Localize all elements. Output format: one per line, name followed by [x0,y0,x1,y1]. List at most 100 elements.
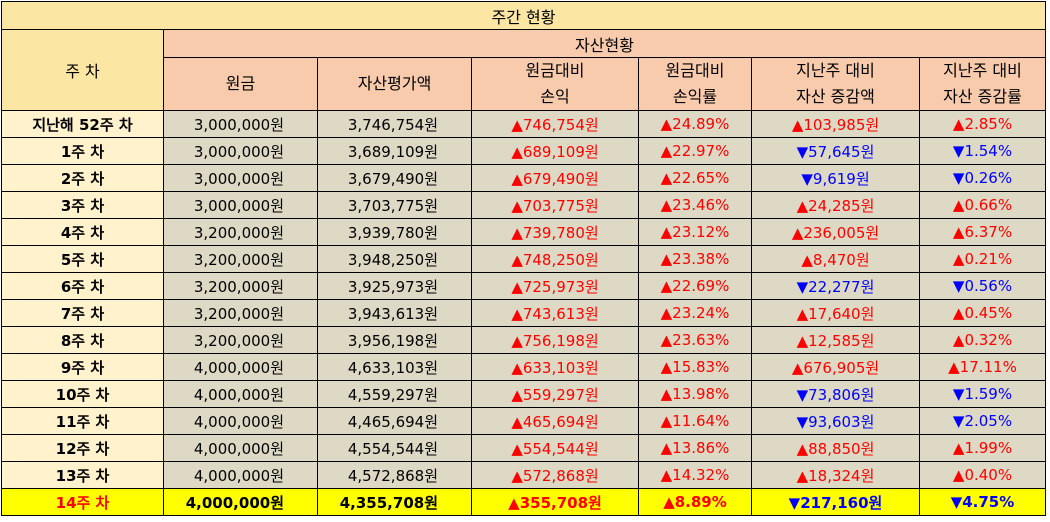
table-row: 2주 차 3,000,000원 3,679,490원 ▲679,490원 ▲22.65%… [1,164,1046,192]
pl-rate-cell: ▲13.86% [638,434,752,462]
header-line: 손익 [540,87,570,106]
asset-value-cell: 3,948,250원 [317,245,472,273]
header-line: 원금대비 [525,61,585,80]
principal-cell: 3,000,000원 [163,164,318,192]
week-cell: 10주 차 [1,380,164,408]
asset-value-cell: 3,956,198원 [317,326,472,354]
weekly-change-cell: ▲103,985원 [751,110,920,138]
pl-cell: ▲748,250원 [471,245,639,273]
pl-rate-cell: ▲13.98% [638,380,752,408]
header-line: 자산평가액 [357,74,432,93]
table-row: 지난해 52주 차 3,000,000원 3,746,754원 ▲746,754원 ▲2… [1,110,1046,138]
pl-rate-cell: ▲22.65% [638,164,752,192]
week-cell: 5주 차 [1,245,164,273]
table-row: 6주 차 3,200,000원 3,925,973원 ▲725,973원 ▲22.69%… [1,272,1046,300]
table-row: 13주 차 4,000,000원 4,572,868원 ▲572,868원 ▲14.32… [1,461,1046,489]
week-cell: 1주 차 [1,137,164,165]
weekly-change-rate-cell: ▲0.32% [919,326,1046,354]
pl-rate-cell: ▲11.64% [638,407,752,435]
pl-rate-cell: ▲15.83% [638,353,752,381]
pl-cell: ▲633,103원 [471,353,639,381]
table-row: 11주 차 4,000,000원 4,465,694원 ▲465,694원 ▲11.64… [1,407,1046,435]
week-cell: 2주 차 [1,164,164,192]
asset-value-cell: 4,355,708원 [317,488,472,516]
header-pl-rate: 원금대비 손익률 [638,57,752,111]
weekly-change-rate-cell: ▲1.99% [919,434,1046,462]
principal-cell: 3,200,000원 [163,218,318,246]
weekly-change-cell: ▼93,603원 [751,407,920,435]
week-cell: 3주 차 [1,191,164,219]
table-title: 주간 현황 [1,1,1046,30]
week-cell: 7주 차 [1,299,164,327]
asset-value-cell: 3,943,613원 [317,299,472,327]
week-cell: 6주 차 [1,272,164,300]
header-asset-group: 자산현황 [163,29,1046,58]
principal-cell: 3,000,000원 [163,137,318,165]
pl-rate-cell: ▲23.24% [638,299,752,327]
pl-cell: ▲559,297원 [471,380,639,408]
pl-rate-cell: ▲23.38% [638,245,752,273]
principal-cell: 4,000,000원 [163,488,318,516]
pl-rate-cell: ▲24.89% [638,110,752,138]
week-cell: 8주 차 [1,326,164,354]
weekly-change-rate-cell: ▼1.54% [919,137,1046,165]
header-line: 지난주 대비 [796,61,875,80]
header-line: 지난주 대비 [943,61,1022,80]
principal-cell: 3,000,000원 [163,110,318,138]
week-cell: 14주 차 [1,488,164,516]
header-principal: 원금 [163,57,318,111]
pl-rate-cell: ▲23.12% [638,218,752,246]
header-line: 자산 증감률 [943,87,1022,106]
weekly-change-rate-cell: ▲0.40% [919,461,1046,489]
week-cell: 11주 차 [1,407,164,435]
asset-value-cell: 3,689,109원 [317,137,472,165]
asset-value-cell: 4,465,694원 [317,407,472,435]
pl-cell: ▲703,775원 [471,191,639,219]
weekly-change-rate-cell: ▲0.66% [919,191,1046,219]
asset-value-cell: 4,572,868원 [317,461,472,489]
table-row: 9주 차 4,000,000원 4,633,103원 ▲633,103원 ▲15.83%… [1,353,1046,381]
weekly-change-cell: ▲12,585원 [751,326,920,354]
pl-rate-cell: ▲23.63% [638,326,752,354]
asset-value-cell: 3,925,973원 [317,272,472,300]
header-line: 원금대비 [665,61,725,80]
pl-cell: ▲743,613원 [471,299,639,327]
pl-cell: ▲756,198원 [471,326,639,354]
header-asset-value: 자산평가액 [317,57,472,111]
asset-value-cell: 3,746,754원 [317,110,472,138]
weekly-change-cell: ▲8,470원 [751,245,920,273]
table-row: 12주 차 4,000,000원 4,554,544원 ▲554,544원 ▲13.86… [1,434,1046,462]
principal-cell: 3,200,000원 [163,272,318,300]
pl-rate-cell: ▲22.97% [638,137,752,165]
asset-value-cell: 4,559,297원 [317,380,472,408]
weekly-change-cell: ▼57,645원 [751,137,920,165]
principal-cell: 3,200,000원 [163,326,318,354]
principal-cell: 4,000,000원 [163,461,318,489]
asset-value-cell: 4,633,103원 [317,353,472,381]
weekly-change-cell: ▲236,005원 [751,218,920,246]
weekly-change-rate-cell: ▼2.05% [919,407,1046,435]
principal-cell: 4,000,000원 [163,353,318,381]
header-weekly-change: 지난주 대비 자산 증감액 [751,57,920,111]
weekly-change-rate-cell: ▼1.59% [919,380,1046,408]
table-row: 5주 차 3,200,000원 3,948,250원 ▲748,250원 ▲23.38%… [1,245,1046,273]
week-cell: 지난해 52주 차 [1,110,164,138]
table-row: 7주 차 3,200,000원 3,943,613원 ▲743,613원 ▲23.24%… [1,299,1046,327]
table-row: 8주 차 3,200,000원 3,956,198원 ▲756,198원 ▲23.63%… [1,326,1046,354]
principal-cell: 4,000,000원 [163,434,318,462]
weekly-change-cell: ▲17,640원 [751,299,920,327]
weekly-change-cell: ▼217,160원 [751,488,920,516]
week-cell: 4주 차 [1,218,164,246]
weekly-change-rate-cell: ▼4.75% [919,488,1046,516]
asset-value-cell: 3,939,780원 [317,218,472,246]
pl-cell: ▲465,694원 [471,407,639,435]
pl-cell: ▲355,708원 [471,488,639,516]
pl-cell: ▲739,780원 [471,218,639,246]
principal-cell: 4,000,000원 [163,380,318,408]
weekly-change-cell: ▼22,277원 [751,272,920,300]
pl-cell: ▲572,868원 [471,461,639,489]
principal-cell: 3,000,000원 [163,191,318,219]
header-line: 원금 [225,74,256,93]
pl-rate-cell: ▲14.32% [638,461,752,489]
